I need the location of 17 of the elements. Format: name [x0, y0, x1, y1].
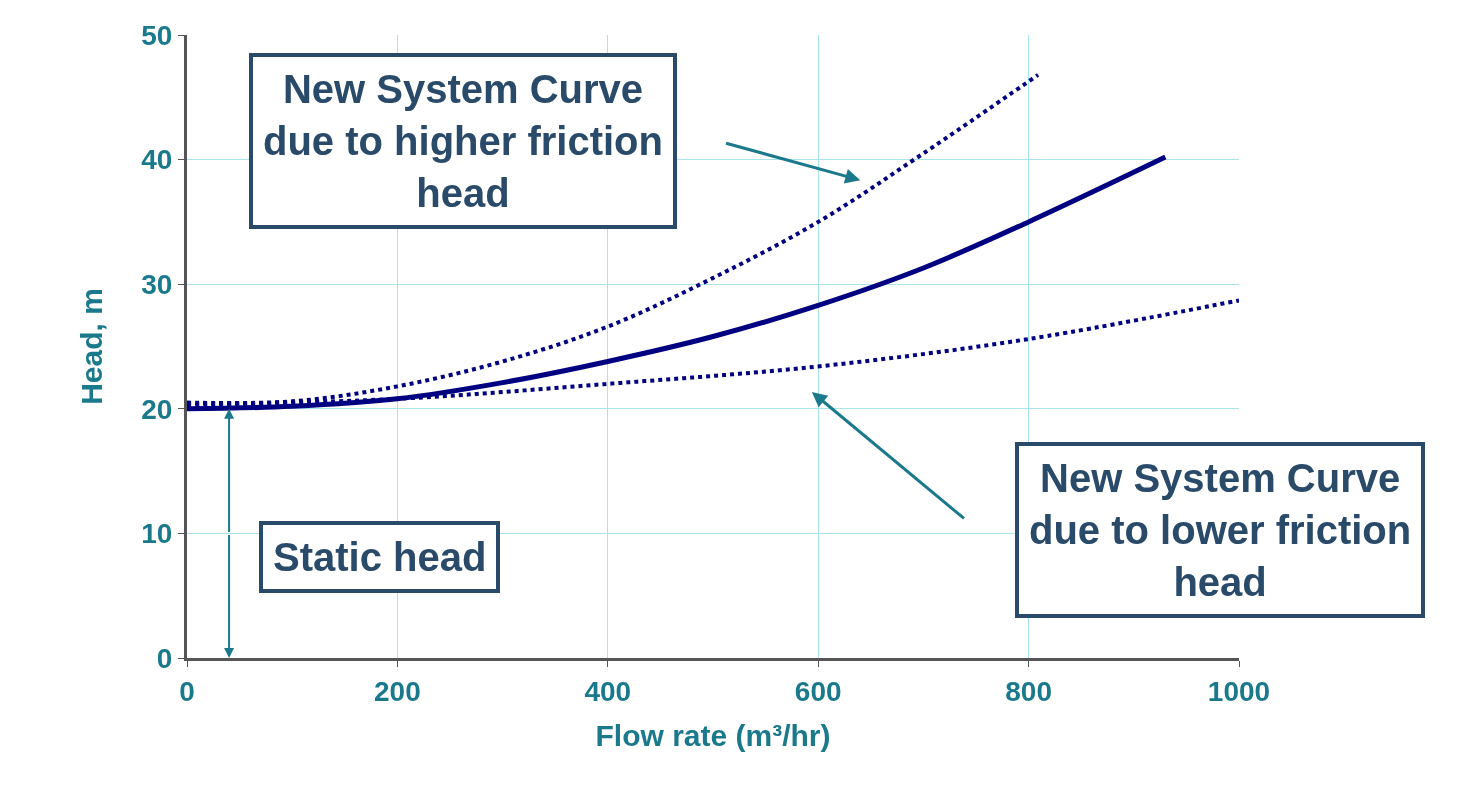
y-tick-label: 30	[141, 269, 173, 300]
x-tick-label: 800	[1005, 675, 1052, 707]
y-tick-label: 50	[141, 19, 173, 51]
x-tick-label: 1000	[1207, 675, 1271, 707]
y-tick-label: 0	[156, 642, 173, 674]
y-tick-label: 10	[141, 518, 173, 550]
y-axis-title: Head, m	[75, 288, 109, 405]
y-tick-label: 20	[141, 393, 173, 425]
annotation: New System Curve due to higher friction head	[263, 67, 663, 215]
x-tick-label: 200	[374, 675, 421, 707]
y-tick-label: 40	[141, 144, 173, 176]
x-tick-label: 0	[179, 675, 195, 707]
annotation: New System Curve due to lower friction head	[1029, 456, 1412, 604]
x-tick-label: 600	[794, 675, 842, 707]
x-axis-title: Flow rate (m³/hr)	[595, 719, 831, 753]
x-tick-label: 400	[584, 675, 632, 707]
annotation: Static head	[273, 535, 487, 579]
